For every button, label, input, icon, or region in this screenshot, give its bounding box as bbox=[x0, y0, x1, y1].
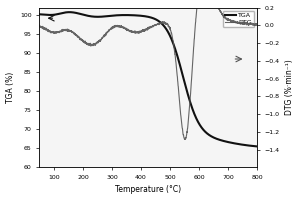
DTG bbox=[130, 31, 134, 33]
Y-axis label: TGA (%): TGA (%) bbox=[6, 72, 15, 103]
TGA bbox=[54, 13, 58, 16]
Line: TGA: TGA bbox=[39, 12, 257, 146]
TGA bbox=[68, 11, 71, 13]
TGA bbox=[38, 13, 41, 15]
DTG bbox=[54, 31, 58, 34]
DTG bbox=[183, 138, 187, 141]
Line: DTG: DTG bbox=[39, 0, 257, 140]
DTG bbox=[138, 30, 142, 33]
X-axis label: Temperature (°C): Temperature (°C) bbox=[115, 185, 181, 194]
DTG bbox=[161, 22, 165, 24]
Legend: TGA, DTG: TGA, DTG bbox=[223, 11, 254, 27]
TGA bbox=[135, 14, 138, 17]
TGA bbox=[63, 11, 67, 14]
TGA bbox=[255, 145, 259, 148]
TGA bbox=[162, 24, 165, 27]
DTG bbox=[38, 24, 41, 27]
DTG bbox=[255, 24, 259, 26]
DTG bbox=[134, 31, 138, 33]
TGA bbox=[139, 15, 142, 17]
TGA bbox=[130, 14, 134, 16]
DTG bbox=[63, 28, 67, 31]
Y-axis label: DTG (%·min⁻¹): DTG (%·min⁻¹) bbox=[285, 60, 294, 115]
